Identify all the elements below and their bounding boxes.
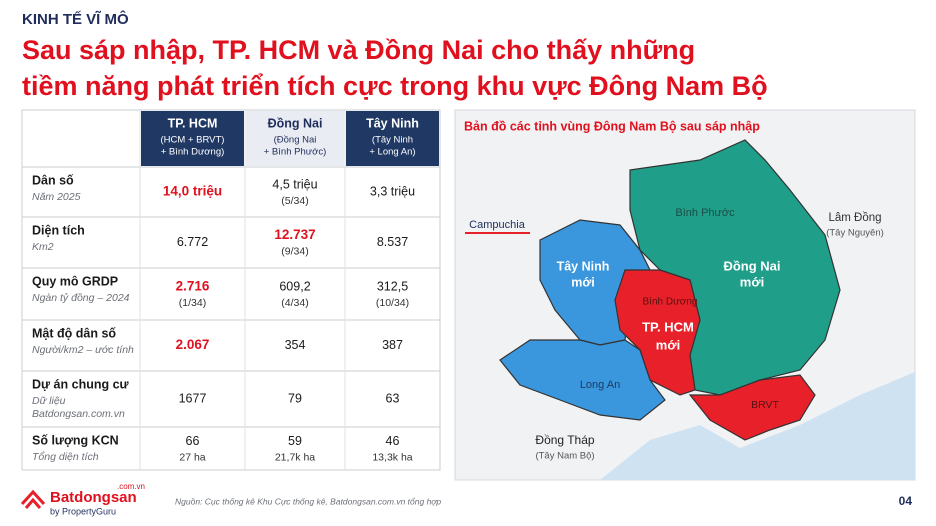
title-line: Sau sáp nhập, TP. HCM và Đồng Nai cho th… [22,35,695,65]
cell-value: 14,0 triệu [163,184,222,199]
map-label: Đồng Nai [723,258,780,273]
row-sublabel: Batdongsan.com.vn [32,408,125,420]
brand: Batdongsan [50,489,137,506]
cell-value: 46 [386,434,400,448]
row-label: Diện tích [32,223,85,237]
map [454,109,916,481]
cell-value: 8.537 [377,235,408,249]
column-header-sub: (Đồng Nai [274,135,317,146]
cell-value: 387 [382,338,403,352]
map-label: Campuchia [469,219,526,231]
map-label: BRVT [751,399,779,411]
map-title: Bản đồ các tỉnh vùng Đông Nam Bộ sau sáp… [464,119,760,133]
column-header-sub: + Bình Dương) [161,147,225,158]
cell-value: 4,5 triệu [272,177,317,191]
cell-value: 2.716 [176,279,210,294]
cell-value: 66 [186,434,200,448]
sea [600,372,915,480]
page-number: 04 [899,494,913,508]
column-header-bg [141,111,244,166]
cell-value: 12.737 [274,227,315,242]
cell-subvalue: (4/34) [281,297,308,309]
map-label: mới [740,274,764,289]
brand-domain: .com.vn [117,482,145,491]
column-header-bg [246,111,344,166]
column-header-sub: (HCM + BRVT) [161,135,225,146]
map-label: Đồng Tháp [535,433,594,447]
map-label: (Tây Nguyên) [826,228,884,239]
cell-subvalue: 21,7k ha [275,451,315,463]
map-label: Bình Phước [675,207,735,219]
cell-subvalue: (9/34) [281,245,308,257]
row-sublabel: Tổng diện tích [32,451,99,463]
column-header-sub: (Tây Ninh [372,135,413,146]
logo-icon [20,489,46,509]
row-sublabel: Ngàn tỷ đồng – 2024 [32,292,130,304]
column-header-sub: + Long An) [369,147,415,158]
map-label: Lâm Đồng [828,212,881,224]
cell-value: 609,2 [279,279,310,293]
kicker: KINH TẾ VĨ MÔ [22,10,129,28]
cell-value: 6.772 [177,235,208,249]
map-label: mới [571,275,594,289]
column-header: Tây Ninh [366,116,419,130]
cell-value: 354 [285,338,306,352]
source: Nguồn: Cục thống kê Khu Cực thống kê, Ba… [175,496,441,506]
row-sublabel: Dữ liệu [32,395,66,407]
row-label: Quy mô GRDP [32,274,118,288]
map-label: mới [656,337,680,352]
column-header-bg [346,111,439,166]
cell-value: 3,3 triệu [370,184,415,198]
cell-subvalue: (5/34) [281,195,308,207]
column-header-sub: + Bình Phước) [264,147,327,158]
hcm-region [614,269,701,396]
map-label: Tây Ninh [557,259,610,273]
cell-subvalue: 27 ha [179,451,205,463]
map-label: TP. HCM [642,319,694,334]
title-line: tiềm năng phát triển tích cực trong khu … [22,71,768,101]
row-sublabel: Km2 [32,241,54,253]
column-header: Đồng Nai [268,116,323,130]
row-label: Dân số [32,173,74,187]
column-header: TP. HCM [168,116,218,130]
cell-value: 1677 [179,391,207,405]
row-sublabel: Năm 2025 [32,191,81,203]
cell-subvalue: 13,3k ha [372,451,412,463]
cell-value: 79 [288,391,302,405]
long-an-region [499,339,666,421]
cell-value: 63 [386,391,400,405]
row-sublabel: Người/km2 – ước tính [32,344,134,356]
cell-value: 2.067 [176,337,210,352]
map-label: Bình Dương [643,297,698,308]
cell-subvalue: (10/34) [376,297,409,309]
row-label: Số lượng KCN [32,433,119,447]
cell-value: 312,5 [377,279,408,293]
cell-subvalue: (1/34) [179,297,206,309]
row-label: Mật độ dân số [32,326,116,340]
row-label: Dự án chung cư [32,377,130,391]
table-border [21,109,441,471]
brand-by: by PropertyGuru [50,506,116,516]
brvt-region [688,374,816,441]
cell-value: 59 [288,434,302,448]
map-label: (Tây Nam Bộ) [535,451,594,462]
map-label: Long An [580,379,620,391]
